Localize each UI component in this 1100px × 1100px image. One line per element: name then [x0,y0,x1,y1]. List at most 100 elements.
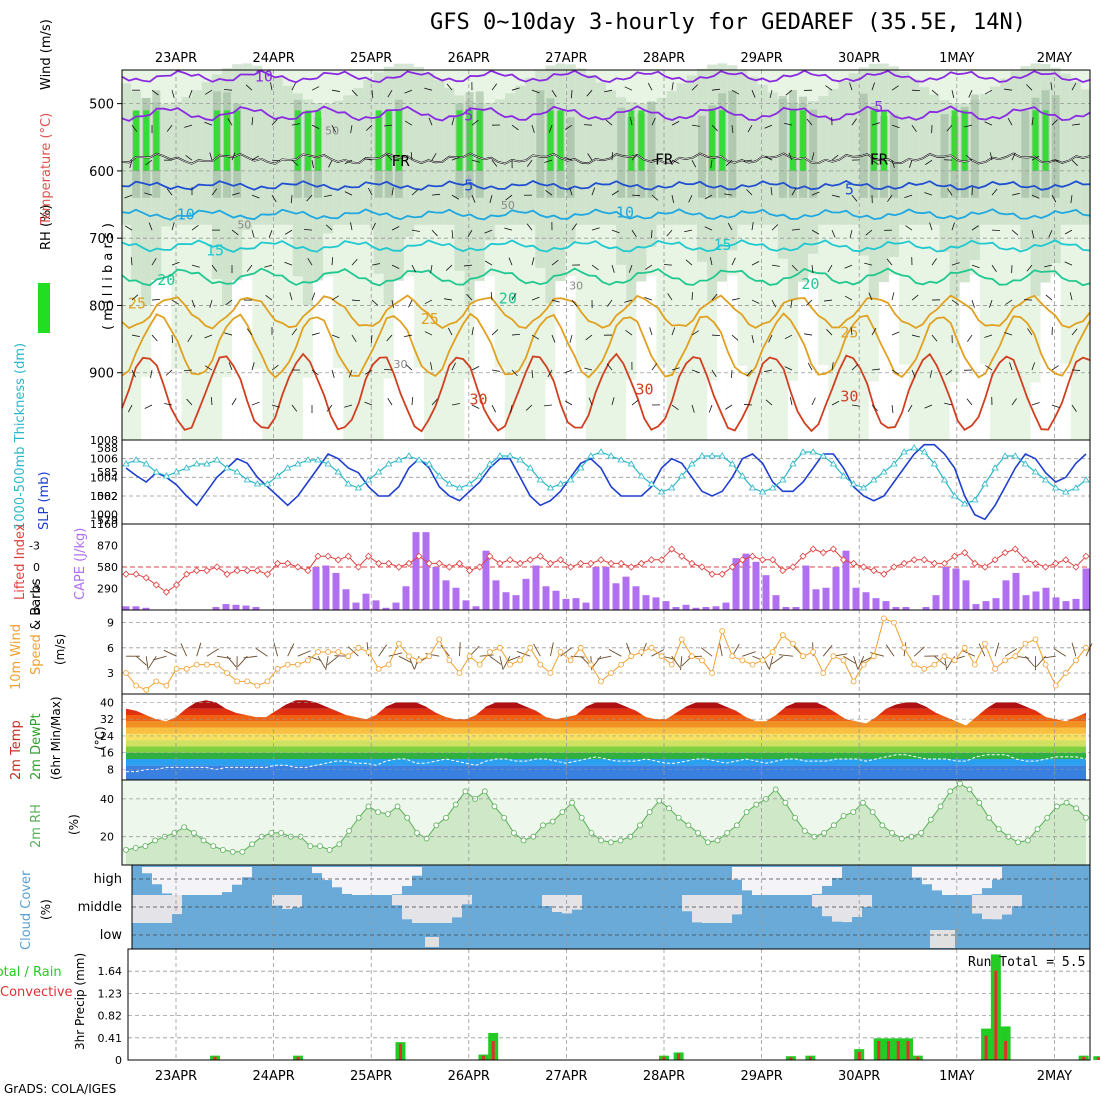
lifted-index-point [304,567,312,575]
lifted-index-point [890,563,898,571]
lifted-index-point [718,570,726,578]
cloud-middle [702,895,712,923]
thickness-point [162,472,171,479]
rh-shade [424,72,435,225]
thickness-point [273,472,282,479]
lifted-index-point [738,556,746,564]
thickness-point [708,452,716,459]
contour-label: 30 [470,391,488,409]
cloud-middle [442,895,452,923]
wind-barb [510,404,513,413]
wind-barb [391,264,400,269]
wind-barb [531,125,535,133]
temp-contour-temp20 [121,267,1091,287]
cloud-high [152,867,162,885]
thickness-point [627,460,635,467]
wind-barb [1025,655,1035,668]
lifted-index-point [819,549,827,557]
wind-speed-point [355,644,362,651]
wind-barb [1064,229,1073,235]
rh-point [724,829,731,836]
wind-barb [651,363,658,371]
wind-speed-point [860,661,867,668]
wind-barb [791,228,800,231]
wind-barb [271,118,278,126]
wind-barb [605,119,613,126]
rh-shade [626,101,637,303]
wind-barb [424,331,433,336]
lifted-index-point [728,563,736,571]
wind-barb [929,369,933,378]
thickness-point [374,468,383,475]
wind-barb [246,328,253,336]
wind-barb [784,334,793,340]
temp-tick: 24 [100,730,114,743]
rh-point [142,843,149,850]
cape-bar [822,587,830,610]
wind-barb [1027,328,1033,336]
ytick-label: 500 [89,98,114,113]
cape-bar [1072,598,1080,610]
cloud-high [782,867,792,895]
wind-barb [891,85,899,91]
wind-speed-point [992,665,998,672]
wind-speed-point [547,670,554,676]
wind-speed-point [173,665,180,672]
wind-barb [824,299,833,302]
rh-shade [414,66,425,225]
rh-point [1054,803,1060,810]
thickness-point [405,452,413,459]
wind-barb [751,90,756,98]
wind-barb [965,154,973,161]
dewpoint-line [126,754,1087,773]
wind-barb [131,369,136,378]
cape-bar [962,580,970,610]
cloud-label: Cloud Cover [19,870,34,950]
cape-tick: 1160 [90,518,118,531]
wind-barb [511,333,520,336]
rh-shade [1021,110,1030,198]
wind-barb [388,652,403,657]
wind-barb [931,258,937,266]
wind-barb [1050,82,1053,91]
wind-barb [171,261,180,266]
cape-bar [702,607,710,610]
wind-barb [651,158,660,161]
rh-contour-label: 30 [569,279,583,292]
li-tick: 3 [33,583,40,596]
wind-barb [1071,159,1078,167]
thickness-point [587,452,595,459]
wind-barb [368,187,373,196]
wind-barb [211,188,218,196]
date-label-top: 28APR [643,51,685,66]
wind-speed-point [820,670,827,676]
lifted-index-point [395,563,403,571]
wind-speed-point [638,649,645,655]
dry-area [323,276,334,440]
wind-barb [371,90,374,99]
temp-band [126,700,1086,709]
minmax-label: (6hr Min/Max) [49,697,63,781]
wind-barb [868,292,873,301]
rh-point [423,835,430,842]
cape-bar [752,561,760,610]
lifted-index-point [658,556,666,564]
lifted-index-point [1042,563,1050,571]
wind-barb [225,299,233,306]
cloud-high [382,867,392,895]
wind-barb [331,334,340,339]
thickness-point [253,480,262,487]
lifted-index-point [698,563,706,571]
temp-band [126,759,1086,766]
wind-barb [386,334,393,342]
wind-barb [825,85,833,91]
wind-barb [365,369,373,375]
wind-barb [311,124,320,130]
cape-bar [592,567,600,610]
contour-label: 5 [464,107,473,125]
wind-barb [209,299,213,308]
rh-point [540,822,546,829]
rh-tick: 20 [100,831,114,844]
wind-barb [1011,229,1019,236]
lifted-index-point [142,574,150,582]
